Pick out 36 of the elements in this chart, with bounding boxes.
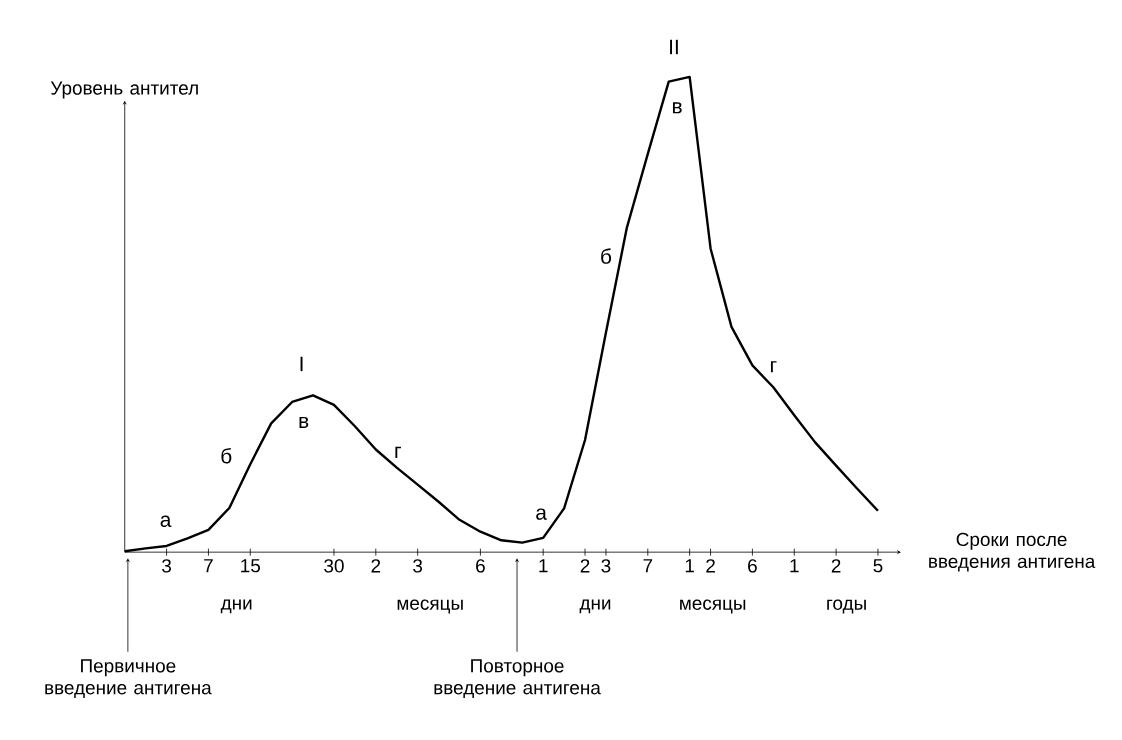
x-tick-label: 7 [643,559,653,573]
text: Первичное введение антигена [45,659,212,699]
x-tick-label: 5 [873,559,883,573]
x-tick-label: 7 [204,559,213,573]
x-tick-label: 1 [790,559,799,573]
annotation: I [300,356,303,372]
annotation: б [221,448,232,464]
annotation: в [672,102,682,114]
text: месяцы [680,599,746,614]
x-tick-label: 30 [324,559,344,573]
annotation: в [299,417,309,429]
text: дни [579,599,611,614]
text: месяцы [397,599,463,614]
text: дни [220,599,252,614]
x-tick-label: 15 [241,559,260,573]
annotation: г [395,447,401,459]
text: Повторное введение антигена [434,659,601,699]
x-tick-label: 1 [539,559,548,573]
x-tick-label: 1 [685,559,694,573]
x-tick-label: 2 [706,559,715,573]
annotation: г [770,361,777,373]
x-tick-label: 2 [580,559,590,573]
x-tick-label: 3 [162,559,172,573]
x-axis-title: Сроки после введения антигена [929,532,1096,572]
annotation: а [536,508,547,521]
x-tick-label: 3 [413,559,423,573]
x-tick-label: 2 [371,559,381,573]
x-tick-label: 6 [748,559,757,573]
y-axis-title: Уровень антител [50,81,198,99]
text: II [670,39,678,55]
annotation: а [160,515,172,528]
x-tick-label: 2 [831,559,841,573]
x-tick-label: 6 [476,559,485,573]
x-tick-label: 3 [601,559,611,573]
annotation: б [601,248,612,265]
text: годы [827,599,866,614]
